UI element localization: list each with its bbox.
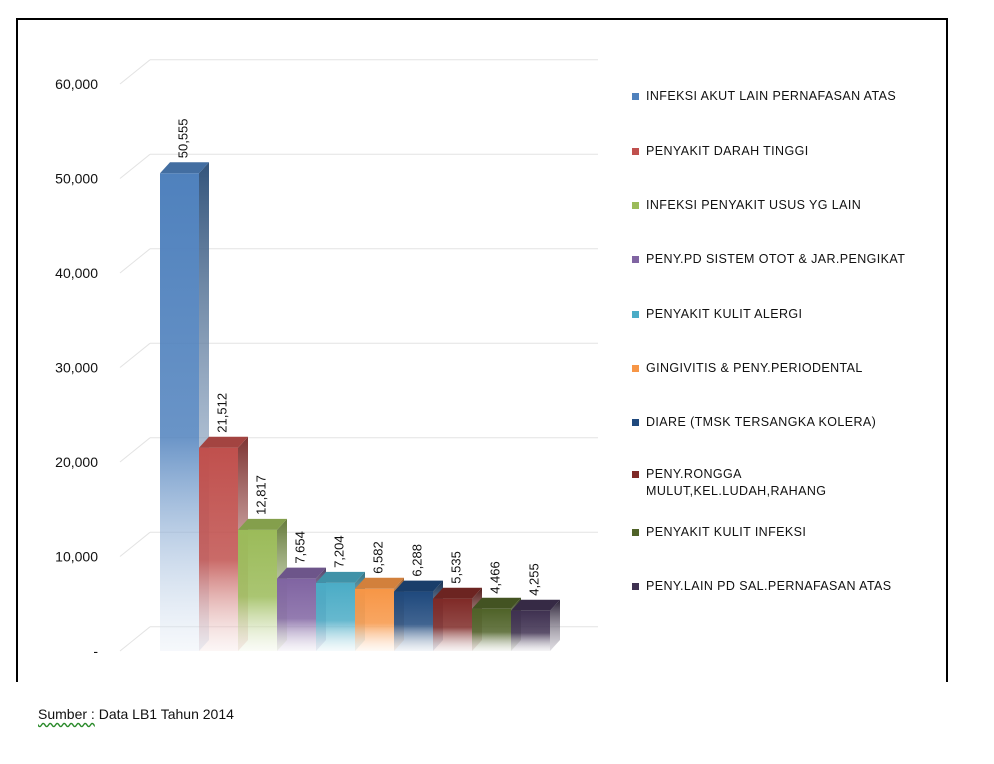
legend-label: GINGIVITIS & PENY.PERIODENTAL [646,361,863,375]
legend-swatch [632,583,639,590]
bar-front [160,173,199,651]
legend-swatch [632,419,639,426]
bar-top [238,518,287,530]
bar-front [472,608,511,651]
bar-top [394,580,443,592]
gridline-slant [119,59,151,85]
gridline-slant [119,342,151,368]
y-tick-label: 10,000 [55,549,98,565]
source-note: Sumber : Data LB1 Tahun 2014 [38,706,234,722]
bar-value-label: 7,204 [332,535,347,568]
bar-front [433,598,472,651]
bar-front [355,588,394,651]
bar-side [550,599,560,651]
bar-front [511,610,550,651]
gridline-slant [119,153,151,179]
gridline-slant [119,437,151,463]
bar-value-label: 4,466 [488,561,503,594]
data-labels: 50,555 21,512 12,817 7,654 7,204 6,582 6,288 5,… [176,118,542,595]
bar-top [160,162,209,174]
legend-label: PENY.RONGGA MULUT,KEL.LUDAH,RAHANG [646,467,827,498]
legend-swatch [632,311,639,318]
legend-swatch [632,365,639,372]
legend-label: PENYAKIT KULIT ALERGI [646,307,803,321]
legend-swatch [632,148,639,155]
bar-top [199,436,248,448]
bar-top [355,577,404,589]
source-label: Sumber : [38,706,95,722]
legend-label: PENYAKIT DARAH TINGGI [646,144,809,158]
y-axis-ticks: - 10,000 20,000 30,000 40,000 50,000 60,000 [55,76,98,659]
y-tick-label: 20,000 [55,454,98,470]
bar-value-label: 6,288 [410,544,425,577]
gridline-slant [119,531,151,557]
legend-swatch [632,256,639,263]
y-tick-label: 60,000 [55,76,98,92]
source-text: Data LB1 Tahun 2014 [94,706,234,722]
bar-top [511,599,560,611]
legend-label: DIARE (TMSK TERSANGKA KOLERA) [646,415,877,429]
bar-front [238,529,277,651]
gridline-slant [119,248,151,274]
bar-value-label: 7,654 [293,531,308,564]
bar-value-label: 12,817 [254,475,269,515]
bar-value-label: 5,535 [449,551,464,584]
bar-front [394,591,433,651]
legend-swatch [632,202,639,209]
bar-value-label: 4,255 [527,563,542,596]
legend-label: PENY.PD SISTEM OTOT & JAR.PENGIKAT [646,252,906,266]
bar-front [316,582,355,651]
legend-swatch [632,471,639,478]
bar-front [199,447,238,651]
bar-top [316,571,365,583]
y-tick-label: 40,000 [55,265,98,281]
legend-label: INFEKSI AKUT LAIN PERNAFASAN ATAS [646,89,897,103]
bar-top [472,597,521,609]
legend-swatch [632,529,639,536]
gridline-slant [119,626,151,652]
bar [511,599,560,651]
bar-value-label: 50,555 [176,118,191,158]
legend-label: INFEKSI PENYAKIT USUS YG LAIN [646,198,862,212]
bar-top [433,587,482,599]
y-tick-label: - [93,643,98,659]
bar-front [277,578,316,651]
bar-top [277,567,326,579]
bar-value-label: 6,582 [371,541,386,574]
legend-label: PENYAKIT KULIT INFEKSI [646,525,807,539]
y-tick-label: 50,000 [55,171,98,187]
legend-label: PENY.LAIN PD SAL.PERNAFASAN ATAS [646,579,892,593]
y-tick-label: 30,000 [55,360,98,376]
bar-value-label: 21,512 [215,393,230,433]
bars [160,162,560,651]
chart-frame [16,18,948,682]
bar-chart: - 10,000 20,000 30,000 40,000 50,000 60,000 50… [55,59,598,659]
legend-swatch [632,93,639,100]
